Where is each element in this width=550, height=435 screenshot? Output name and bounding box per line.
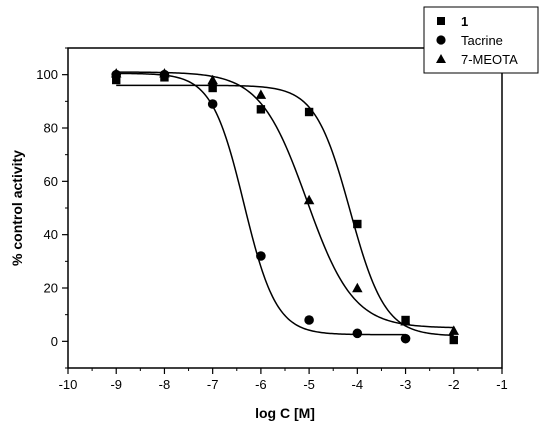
marker-1 — [304, 107, 314, 117]
marker-Tacrine — [256, 251, 266, 261]
x-tick-label: -7 — [207, 377, 219, 392]
fit-curve-7-MEOTA — [116, 71, 454, 329]
marker-7-MEOTA — [448, 325, 460, 335]
marker-Tacrine — [207, 99, 218, 109]
fit-curves — [116, 71, 454, 337]
marker-7-MEOTA — [207, 74, 218, 85]
marker-Tacrine — [304, 315, 314, 325]
x-tick-label: -10 — [59, 377, 78, 392]
legend-marker — [436, 35, 446, 45]
y-tick-label: 20 — [44, 281, 58, 296]
legend-marker — [437, 17, 445, 25]
marker-1 — [112, 75, 121, 85]
x-tick-label: -9 — [110, 377, 122, 392]
x-axis-ticks: -10 -9 -8 -7 -6 -5 -4 -3 -2 -1 — [59, 368, 508, 392]
x-tick-label: -3 — [400, 377, 412, 392]
marker-1 — [449, 335, 458, 345]
x-tick-label: -1 — [496, 377, 508, 392]
x-tick-label: -5 — [303, 377, 315, 392]
marker-7-MEOTA — [159, 68, 170, 78]
x-tick-label: -4 — [352, 377, 364, 392]
marker-7-MEOTA — [400, 316, 411, 326]
marker-Tacrine — [352, 328, 363, 339]
legend: 1 Tacrine 7-MEOTA — [423, 6, 539, 74]
marker-7-MEOTA — [352, 282, 363, 293]
marker-Tacrine — [400, 333, 411, 344]
legend-label: 7-MEOTA — [461, 52, 518, 67]
y-tick-label: 0 — [51, 334, 58, 349]
x-tick-label: -2 — [448, 377, 460, 392]
plot-frame — [67, 47, 503, 369]
marker-7-MEOTA — [303, 194, 315, 205]
y-axis-ticks: 0 20 40 60 80 100 — [36, 47, 68, 369]
y-tick-label: 60 — [44, 174, 58, 189]
legend-label: Tacrine — [461, 33, 503, 48]
y-axis-label: % control activity — [9, 150, 25, 266]
marker-7-MEOTA — [110, 68, 122, 78]
legend-label: 1 — [461, 14, 468, 29]
marker-1 — [208, 83, 217, 93]
y-tick-label: 100 — [36, 67, 58, 82]
x-tick-label: -6 — [255, 377, 267, 392]
marker-7-MEOTA — [255, 89, 267, 99]
fit-curve-1 — [116, 84, 454, 337]
data-markers — [110, 68, 460, 345]
marker-1 — [353, 219, 362, 229]
y-tick-label: 80 — [44, 121, 58, 136]
x-tick-label: -8 — [159, 377, 171, 392]
legend-marker — [436, 54, 446, 63]
marker-1 — [256, 105, 266, 114]
plot-area: -10 -9 -8 -7 -6 -5 -4 -3 -2 -1 0 20 40 60 80 100 — [36, 47, 508, 392]
y-tick-label: 40 — [44, 227, 58, 242]
x-axis-label: log C [M] — [255, 405, 315, 421]
